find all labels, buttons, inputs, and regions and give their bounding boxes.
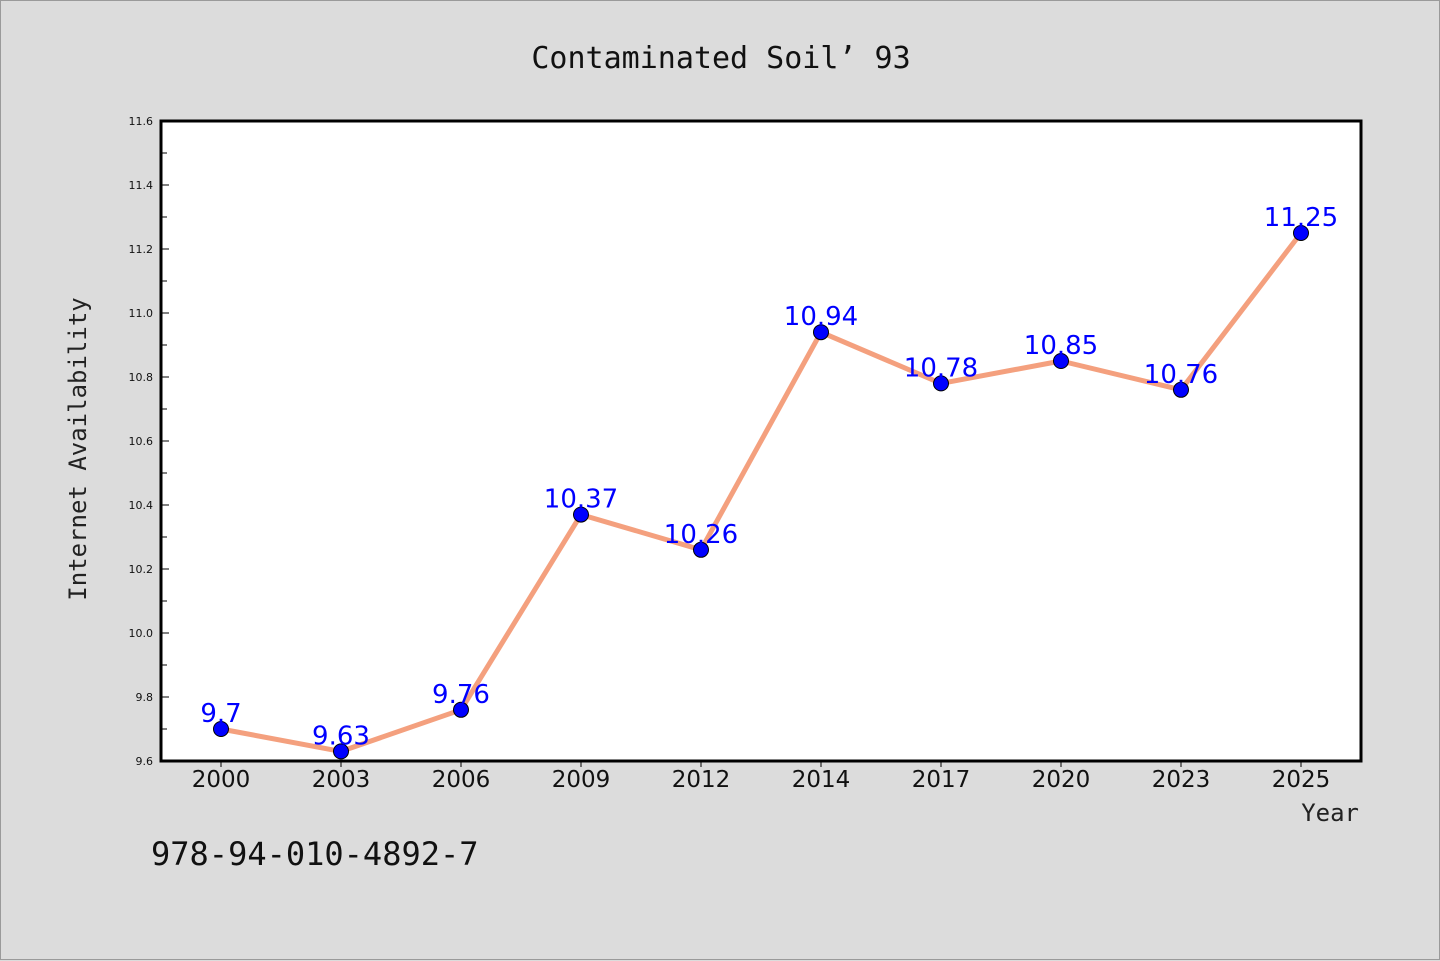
chart-title: Contaminated Soil’ 93 [531, 41, 910, 76]
x-tick-label: 2012 [672, 767, 731, 793]
y-axis-label: Internet Availability [64, 297, 92, 600]
x-tick-label: 2000 [192, 767, 251, 793]
data-label: 9.63 [312, 721, 370, 751]
y-tick-label: 10.2 [129, 563, 154, 576]
y-tick-label: 11.6 [129, 115, 154, 128]
data-point [693, 541, 709, 558]
y-axis: 9.6 9.8 10.0 10.2 10.4 10.6 10.8 11.0 11.2 11.4 11… [129, 115, 169, 768]
x-tick-label: 2009 [552, 767, 611, 793]
y-tick-label: 11.0 [129, 307, 154, 320]
y-tick-label: 11.4 [129, 179, 154, 192]
data-label: 10.85 [1024, 331, 1098, 361]
data-point [1053, 353, 1069, 369]
x-tick-label: 2014 [792, 767, 851, 793]
data-point [813, 324, 829, 341]
y-tick-label: 9.6 [136, 755, 154, 768]
x-axis-label: Year [1301, 799, 1359, 827]
data-label: 10.76 [1144, 360, 1218, 390]
data-label: 11.25 [1264, 203, 1338, 233]
data-point [453, 701, 469, 718]
data-label: 10.94 [784, 302, 858, 332]
data-label: 9.7 [200, 699, 241, 729]
data-label: 10.78 [904, 353, 978, 383]
data-point [1293, 225, 1309, 241]
data-point [333, 743, 349, 760]
x-tick-label: 2017 [912, 767, 971, 793]
y-tick-label: 9.8 [136, 691, 154, 704]
y-tick-label: 10.4 [129, 499, 154, 512]
data-label: 10.37 [544, 485, 618, 515]
y-tick-label: 10.0 [129, 627, 154, 640]
y-tick-label: 10.6 [129, 435, 154, 448]
x-tick-label: 2023 [1152, 767, 1211, 793]
data-point [213, 721, 229, 737]
series-line [220, 231, 1303, 754]
data-point [573, 506, 589, 523]
x-tick-label: 2025 [1272, 767, 1331, 793]
data-markers [213, 225, 1309, 760]
y-tick-label: 10.8 [129, 371, 154, 384]
x-tick-label: 2020 [1032, 767, 1091, 793]
y-tick-label: 11.2 [129, 243, 154, 256]
data-label: 10.26 [664, 520, 738, 550]
data-labels: 9.7 9.63 9.76 10.37 10.26 10.94 10.78 10.85 10.7… [200, 203, 1338, 751]
isbn-annotation: 978-94-010-4892-7 [151, 835, 479, 873]
data-point [1173, 381, 1189, 398]
x-axis: 2000 2003 2006 2009 2012 2014 2017 2020 2023 2025 [192, 761, 1331, 793]
x-tick-label: 2003 [312, 767, 371, 793]
data-point [933, 375, 949, 392]
data-label: 9.76 [432, 680, 490, 710]
x-tick-label: 2006 [432, 767, 491, 793]
